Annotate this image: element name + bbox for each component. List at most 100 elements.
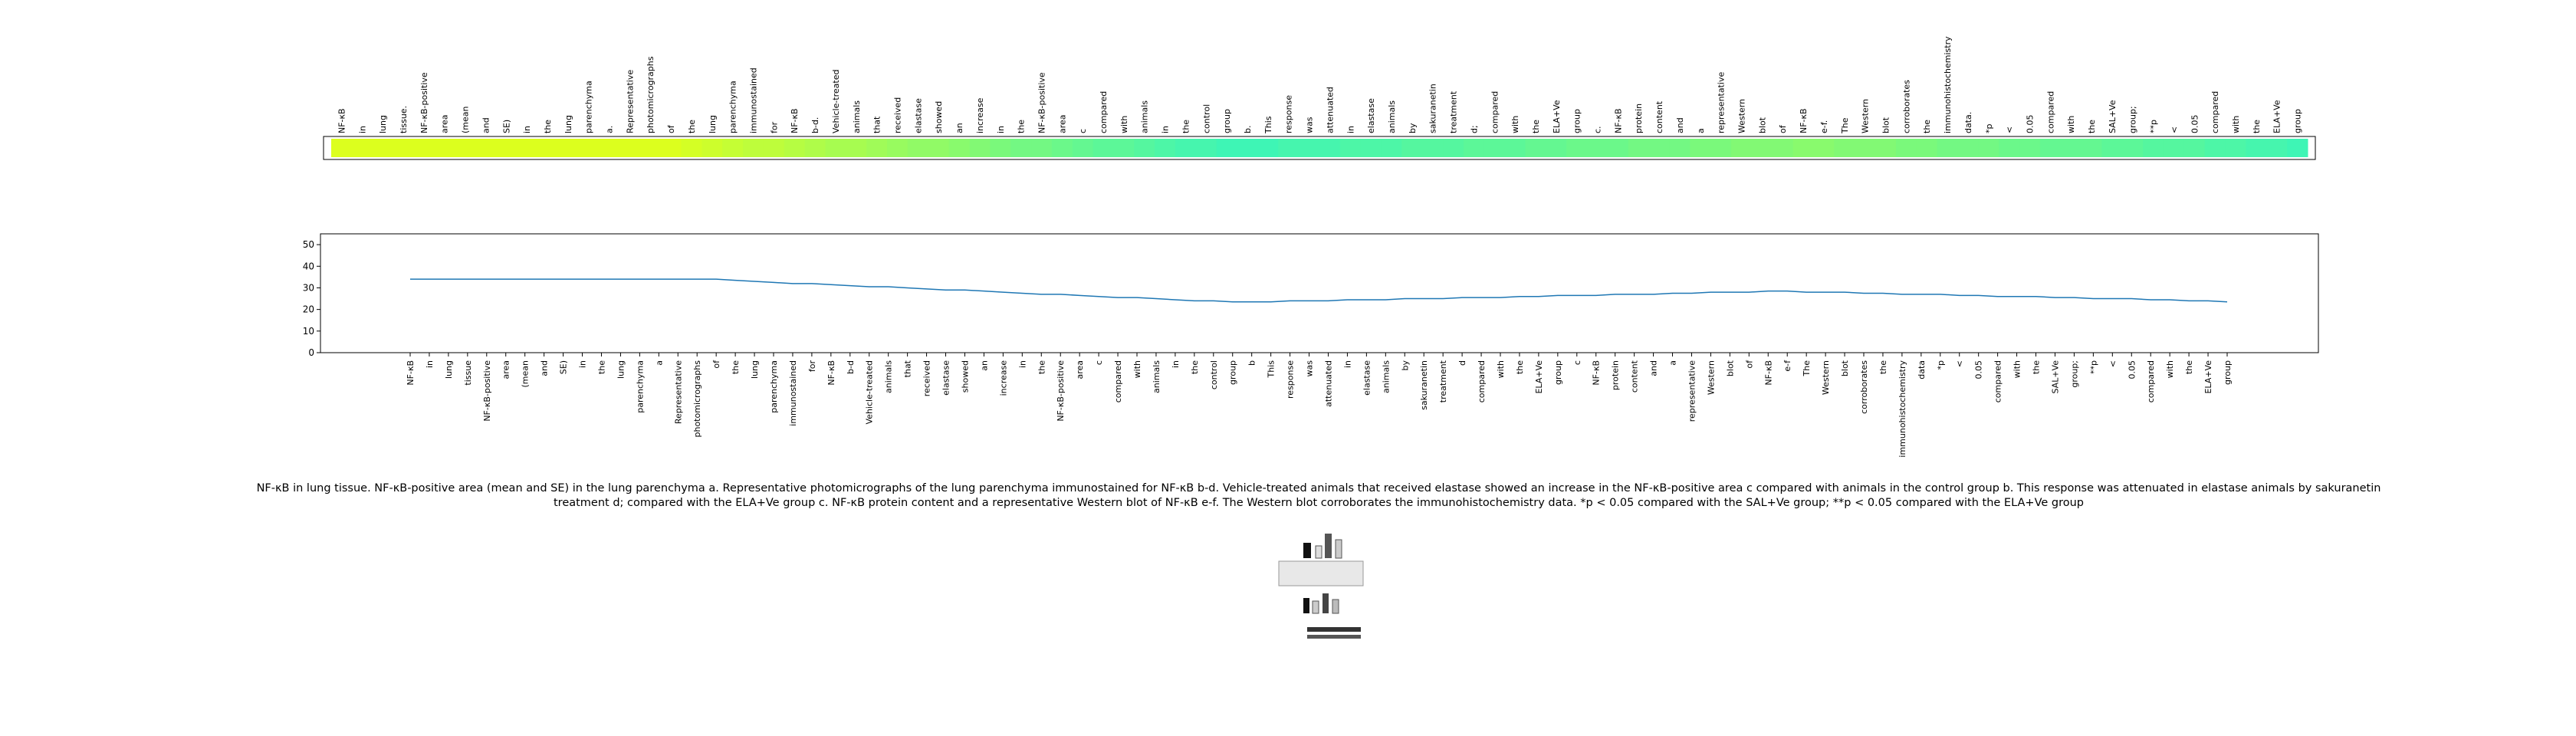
x-tick-label: sakuranetin: [1419, 360, 1429, 410]
token-label: b.: [1243, 126, 1253, 133]
token-label: protein: [1634, 104, 1644, 133]
x-tick-label: immunostained: [788, 360, 798, 426]
token-label: NF-κB-positive: [1037, 72, 1046, 133]
x-tick-label: group: [1553, 360, 1563, 385]
x-tick-label: b-d: [846, 360, 856, 374]
heat-cell: [495, 139, 518, 157]
x-tick-label: data: [1917, 360, 1927, 380]
heat-cell: [2225, 139, 2246, 157]
token-label: control: [1201, 104, 1211, 133]
x-tick-label: group: [2223, 360, 2233, 385]
token-label: representative: [1717, 72, 1727, 133]
token-label: c.: [1593, 126, 1603, 133]
x-tick-label: ELA+Ve: [1534, 360, 1544, 394]
x-tick-label: 0.05: [2127, 360, 2137, 380]
heat-cell: [1257, 139, 1279, 157]
token-label: the: [2252, 120, 2262, 133]
heat-cell: [1031, 139, 1053, 157]
token-label: sakuranetin: [1428, 84, 1438, 133]
heat-cell: [1216, 139, 1238, 157]
heat-cell: [2287, 139, 2308, 157]
heat-cell: [1278, 139, 1300, 157]
x-tick-label: an: [979, 360, 989, 371]
token-label: (mean: [461, 106, 471, 133]
token-label: with: [2231, 116, 2241, 133]
token-label: c: [1078, 129, 1088, 133]
x-tick-label: tissue: [463, 360, 473, 386]
heat-cell: [1628, 139, 1650, 157]
heat-cell: [393, 139, 414, 157]
x-tick-label: Western: [1821, 360, 1831, 395]
heat-cell: [1855, 139, 1876, 157]
heat-cell: [1731, 139, 1753, 157]
heat-cell: [1669, 139, 1691, 157]
token-label: **p: [2149, 120, 2159, 133]
token-label: Western: [1861, 99, 1871, 133]
token-label: ELA+Ve: [2272, 100, 2282, 133]
y-tick-label: 0: [308, 347, 314, 358]
x-tick-label: the: [1190, 360, 1200, 374]
x-tick-label: showed: [960, 360, 970, 393]
x-tick-label: that: [903, 360, 913, 377]
token-label: Western: [1737, 99, 1747, 133]
x-tick-label: compared: [1113, 360, 1123, 402]
token-label: e-f.: [1819, 120, 1829, 133]
token-label: Representative: [625, 70, 635, 133]
x-tick-label: parenchyma: [769, 360, 779, 413]
x-tick-label: representative: [1687, 360, 1697, 422]
token-label: an: [955, 123, 964, 133]
token-label: treatment: [1449, 90, 1459, 133]
x-tick-label: compared: [1993, 360, 2003, 402]
heat-cell: [1566, 139, 1588, 157]
x-tick-label: NF-κB-positive: [482, 360, 492, 422]
token-label: SE): [501, 120, 511, 133]
token-label: group: [2293, 109, 2303, 133]
heat-cell: [2122, 139, 2144, 157]
token-label: the: [543, 120, 553, 133]
heat-cell: [372, 139, 394, 157]
heat-cell: [516, 139, 538, 157]
y-tick-label: 10: [303, 326, 314, 337]
token-label: a.: [605, 126, 615, 133]
x-tick-label: in: [1017, 360, 1027, 368]
token-label: The: [1840, 117, 1850, 134]
heat-cell: [763, 139, 785, 157]
x-tick-label: the: [1037, 360, 1046, 374]
y-tick-label: 50: [303, 239, 314, 250]
heat-cell: [1813, 139, 1835, 157]
heat-cell: [1113, 139, 1135, 157]
token-label: Vehicle-treated: [831, 70, 841, 133]
token-label: of: [666, 124, 676, 133]
token-label: photomicrographs: [646, 56, 656, 133]
line: [410, 278, 2228, 303]
heat-cell: [1422, 139, 1444, 157]
token-label: group;: [2128, 106, 2138, 133]
token-label: 0.05: [2190, 115, 2200, 134]
heat-cell: [660, 139, 682, 157]
x-tick-label: *p: [1936, 360, 1946, 370]
x-tick-label: Western: [1706, 360, 1716, 395]
token-label: d;: [1469, 125, 1479, 133]
heat-cell: [351, 139, 373, 157]
heat-cell: [948, 139, 970, 157]
token-label: a: [1696, 128, 1706, 133]
heat-cell: [619, 139, 641, 157]
token-label: the: [1922, 120, 1932, 133]
x-tick-label: NF-κB: [826, 360, 836, 386]
heat-cell: [413, 139, 435, 157]
x-tick-label: group: [1228, 360, 1238, 385]
heat-cell: [1546, 139, 1567, 157]
heat-cell: [331, 139, 353, 157]
x-tick-label: d: [1457, 360, 1467, 366]
x-tick-label: the: [731, 360, 741, 374]
x-tick-label: with: [1496, 360, 1506, 378]
heat-cell: [887, 139, 909, 157]
heat-cell: [969, 139, 991, 157]
token-label: NF-κB-positive: [419, 72, 429, 133]
heat-cell: [1401, 139, 1423, 157]
y-tick-label: 40: [303, 261, 314, 271]
heat-cell: [784, 139, 806, 157]
x-tick-label: 0.05: [1974, 360, 1984, 380]
token-label: that: [872, 116, 882, 133]
